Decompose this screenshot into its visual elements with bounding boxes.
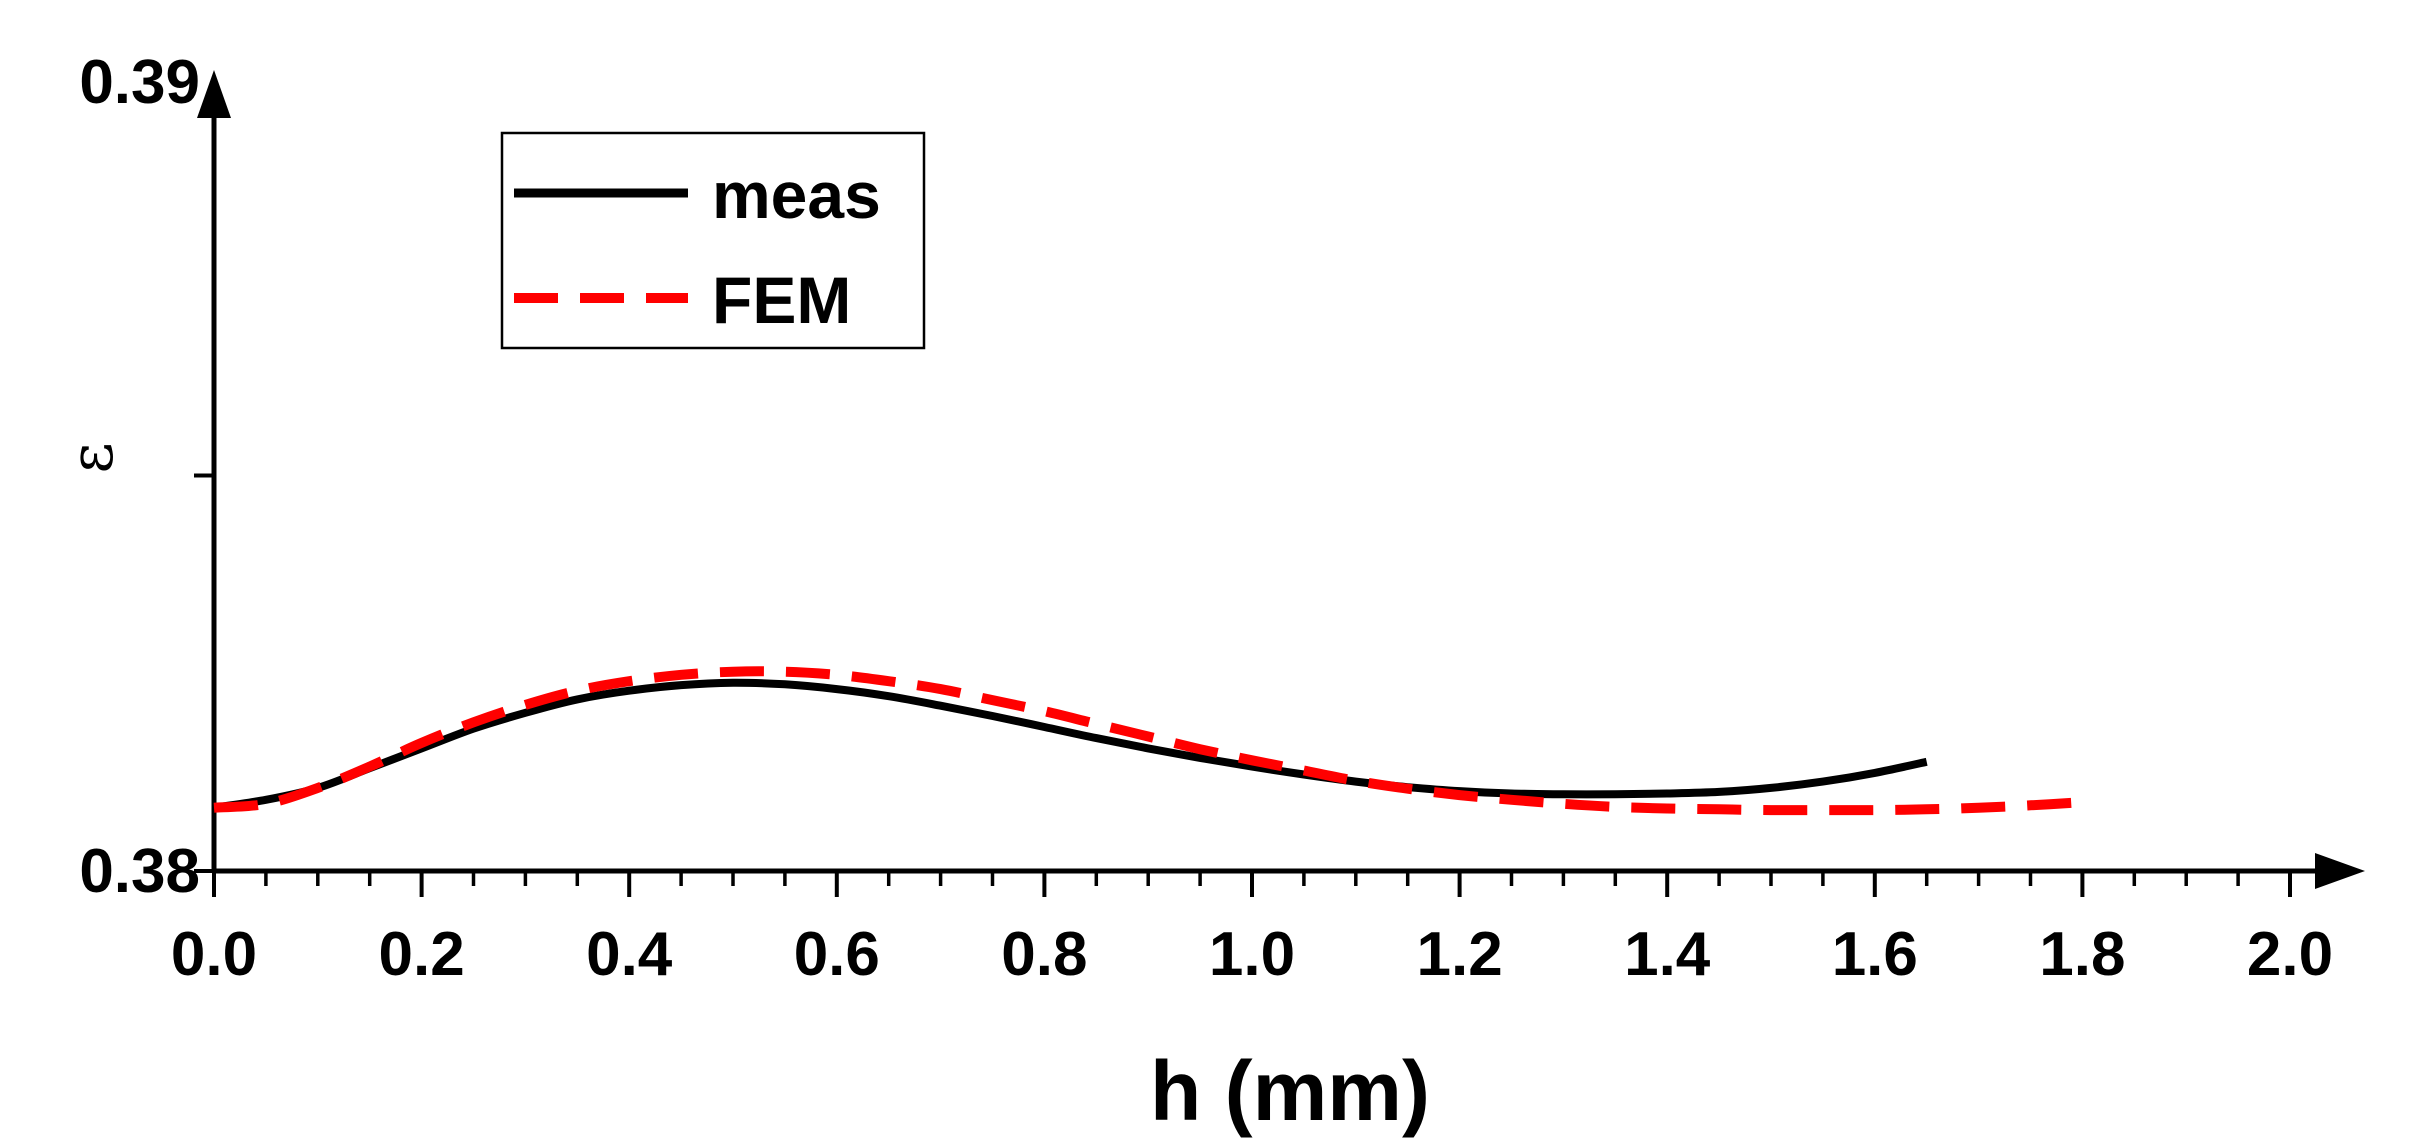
y-tick-label: 0.38 <box>79 837 200 906</box>
series-line-meas <box>213 678 1928 812</box>
y-axis-title: ε <box>57 442 127 473</box>
x-tick-label: 0.2 <box>378 920 464 989</box>
y-axis-arrow-icon <box>197 70 231 118</box>
x-tick-label: 0.4 <box>586 920 673 989</box>
y-tick-labels: 0.38 0.39 <box>79 48 200 906</box>
x-tick-label: 1.4 <box>1624 920 1711 989</box>
legend-label-meas: meas <box>712 158 881 232</box>
x-tick-label: 0.6 <box>794 920 880 989</box>
x-tick-label: 2.0 <box>2247 920 2333 989</box>
x-tick-label: 1.0 <box>1209 920 1295 989</box>
x-tick-label: 1.6 <box>1832 920 1918 989</box>
x-tick-labels: 0.0 0.2 0.4 0.6 0.8 1.0 1.2 1.4 1.6 1.8 2.0 <box>171 920 2333 989</box>
x-tick-label: 1.2 <box>1416 920 1502 989</box>
x-tick-label: 0.0 <box>171 920 257 989</box>
x-axis-title: h (mm) <box>1150 1044 1430 1138</box>
y-tick-label: 0.39 <box>79 48 200 117</box>
x-tick-label: 1.8 <box>2039 920 2125 989</box>
legend-label-fem: FEM <box>712 263 851 337</box>
axes <box>197 70 2365 889</box>
series-layer <box>213 666 2083 816</box>
y-ticks <box>194 473 214 873</box>
x-tick-label: 0.8 <box>1001 920 1087 989</box>
x-axis-arrow-icon <box>2315 853 2365 889</box>
x-ticks <box>212 871 2292 897</box>
legend-box <box>500 131 926 350</box>
legend: meas FEM <box>500 131 926 350</box>
series-line-fem <box>213 666 2083 816</box>
